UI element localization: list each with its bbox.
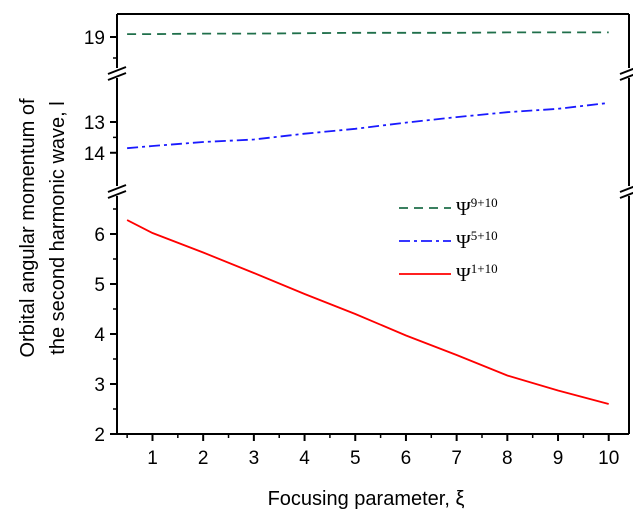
x-tick-label: 5 <box>350 448 361 469</box>
axis-break-mark <box>107 66 127 75</box>
legend-label-superscript: 9+10 <box>471 195 498 210</box>
y-tick-label: 6 <box>94 225 105 246</box>
x-tick-label: 8 <box>502 448 513 469</box>
legend-label-superscript: 1+10 <box>471 261 498 276</box>
legend-label: Ψ5+10 <box>456 228 498 253</box>
legend: Ψ9+10 Ψ5+10 Ψ1+10 <box>399 195 498 286</box>
axis-break-mark <box>107 184 127 193</box>
y-axis-title-line2: the second harmonic wave, l <box>47 101 69 354</box>
x-tick-label: 9 <box>553 448 564 469</box>
x-tick-label: 10 <box>598 448 619 469</box>
y-tick-label: 14 <box>84 144 106 165</box>
x-tick-label: 7 <box>451 448 462 469</box>
axis-break-mark <box>619 185 633 193</box>
x-tick-label: 1 <box>147 448 158 469</box>
axis-break-mark <box>107 72 127 81</box>
x-tick-label: 3 <box>249 448 260 469</box>
x-tick-label: 4 <box>299 448 310 469</box>
series-line-3 <box>126 219 609 405</box>
series-line-2 <box>127 102 609 150</box>
x-tick-label: 2 <box>198 448 209 469</box>
y-axis-title: Orbital angular momentum of the second h… <box>17 98 69 357</box>
axis-break-mark <box>619 67 633 75</box>
x-axis-title: Focusing parameter, ξ <box>268 488 465 510</box>
y-tick-label: 13 <box>84 113 105 134</box>
x-tick-label: 6 <box>401 448 412 469</box>
legend-label: Ψ9+10 <box>456 195 498 220</box>
axis-break-mark <box>619 191 633 199</box>
y-tick-label: 19 <box>84 28 105 49</box>
y-tick-label: 3 <box>94 375 105 396</box>
axis-break-mark <box>107 190 127 199</box>
y-tick-label: 4 <box>94 325 105 346</box>
legend-label-superscript: 5+10 <box>471 228 498 243</box>
series-line-1 <box>127 31 609 35</box>
y-axis-title-line1: Orbital angular momentum of <box>17 98 39 357</box>
y-tick-label: 5 <box>94 275 105 296</box>
y-tick-label: 2 <box>94 425 105 446</box>
axis-break-mark <box>619 73 633 81</box>
plot-area: 1 2 3 4 5 6 7 8 9 10 2 3 4 5 6 13 14 19 Ψ9+10 Ψ5+10 Ψ1+10 <box>84 13 633 469</box>
legend-label: Ψ1+10 <box>456 261 498 286</box>
